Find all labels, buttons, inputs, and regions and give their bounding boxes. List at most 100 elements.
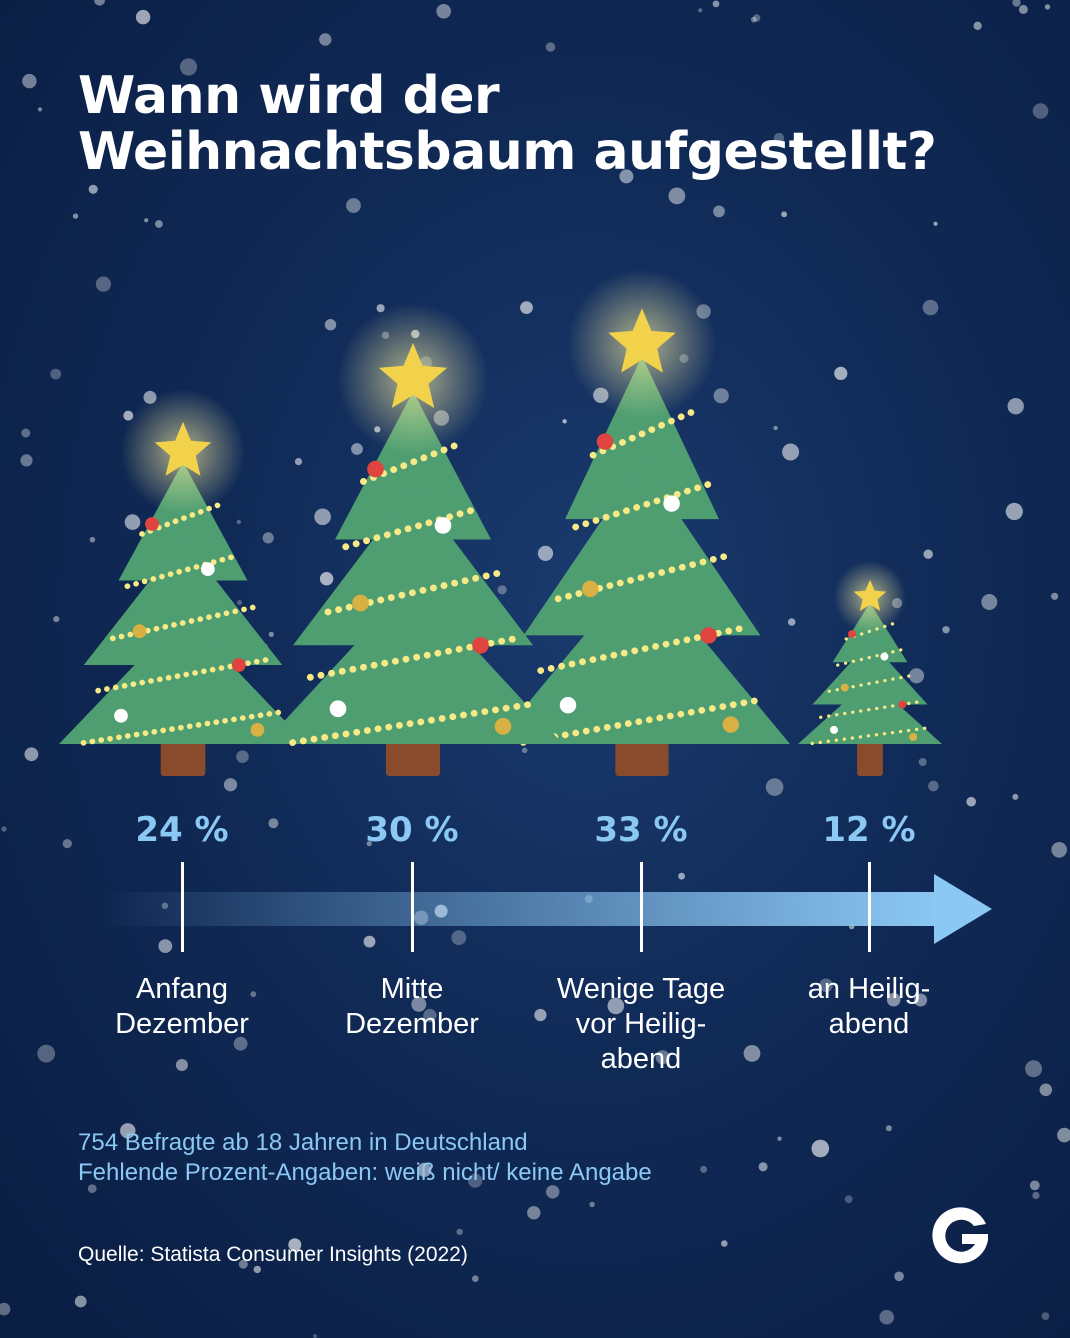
garland: [572, 480, 712, 531]
category-label-line: Mitte: [380, 973, 444, 1005]
snowflake: [712, 0, 720, 8]
snowflake: [894, 1271, 904, 1282]
snowflake: [520, 301, 533, 314]
snowflake: [782, 443, 800, 461]
tree-bar: [263, 303, 563, 776]
snowflake: [155, 220, 163, 228]
snowflake: [250, 991, 257, 998]
snowflake: [120, 1123, 136, 1139]
snowflake: [319, 572, 334, 586]
snowflake: [886, 992, 901, 1007]
snowflake: [346, 198, 361, 213]
g-logo: [932, 1207, 988, 1264]
timeline-tick: [181, 862, 184, 952]
category-label-line: Dezember: [115, 1008, 249, 1040]
snowflake: [72, 213, 79, 219]
snowflake: [981, 594, 998, 610]
page-title: Wann wird der Weihnachtsbaum aufgestellt…: [78, 66, 937, 180]
snowflake: [1012, 793, 1019, 800]
snowflake: [179, 58, 198, 76]
tree-trunk: [160, 742, 206, 776]
snowflake: [922, 299, 939, 316]
snowflake: [1051, 592, 1059, 600]
snowflake: [175, 1059, 188, 1071]
timeline-arrow-shaft: [100, 892, 938, 926]
snowflake: [773, 132, 785, 144]
star-icon: [608, 308, 676, 373]
ornament: [840, 683, 849, 692]
garland: [124, 552, 242, 590]
snowflake: [966, 796, 976, 807]
snowflake: [781, 211, 787, 218]
snowflake: [928, 780, 939, 792]
title-line-1: Wann wird der: [78, 66, 500, 126]
snowflake: [233, 1036, 248, 1051]
snowflake: [527, 1206, 541, 1220]
snowflake: [1044, 4, 1051, 10]
tree-tier: [494, 565, 790, 744]
snowflake: [124, 514, 141, 530]
snowflake: [21, 428, 31, 438]
snowflake: [1029, 1180, 1040, 1191]
snowflake: [62, 839, 72, 849]
snowflake: [94, 0, 105, 6]
garland: [139, 500, 227, 537]
snowflake: [135, 9, 151, 25]
snowflake: [787, 618, 796, 626]
snowflake: [1005, 502, 1023, 521]
timeline-tick: [868, 862, 871, 952]
snowflake: [294, 458, 303, 466]
garland: [289, 700, 537, 746]
ornament: [329, 700, 347, 718]
snowflake: [366, 841, 372, 847]
ornament: [830, 725, 838, 734]
snowflake: [436, 4, 452, 19]
snowflake: [319, 33, 332, 46]
snowflake: [95, 276, 111, 292]
snowflake: [89, 536, 96, 543]
ornament: [367, 460, 384, 478]
snowflake: [472, 1275, 479, 1282]
snowflake: [324, 319, 337, 331]
tree-trunk: [615, 742, 669, 776]
value-label: 33 %: [594, 810, 688, 850]
snowflake: [20, 454, 33, 467]
tree-tier: [59, 614, 307, 744]
snowflake: [743, 1045, 761, 1062]
ornament: [581, 580, 599, 598]
snowflake: [417, 1162, 432, 1177]
ornament: [880, 652, 889, 661]
ornament: [700, 627, 717, 644]
snowflake: [562, 419, 567, 424]
snowflake: [918, 758, 927, 766]
value-label: 30 %: [365, 810, 459, 850]
snowflake: [1057, 1127, 1070, 1143]
category-label-line: abend: [600, 1043, 682, 1075]
snowflake: [753, 14, 761, 22]
snowflake: [363, 935, 376, 948]
snowflake: [0, 1302, 11, 1316]
category-label-line: Anfang: [136, 973, 228, 1005]
snowflake: [777, 1136, 782, 1141]
snowflake: [607, 997, 625, 1015]
snowflake: [351, 443, 363, 455]
snowflake: [423, 1008, 437, 1023]
tree-bar: [798, 560, 942, 776]
garland: [827, 674, 913, 693]
snowflake: [411, 996, 427, 1012]
snowflake: [700, 1165, 708, 1173]
snowflake: [879, 1309, 894, 1325]
snowflake: [1007, 398, 1024, 415]
ornament: [145, 517, 159, 531]
snowflake: [619, 169, 634, 184]
snowflake: [268, 631, 274, 638]
snowflake: [942, 626, 950, 634]
note-line: 754 Befragte ab 18 Jahren in Deutschland: [78, 1129, 528, 1156]
garland: [810, 726, 930, 746]
category-label-line: an Heilig-: [807, 973, 931, 1005]
snowflake: [1032, 1191, 1040, 1199]
garland: [80, 709, 286, 746]
garland: [360, 439, 466, 485]
value-label: 24 %: [135, 810, 229, 850]
snowflake: [238, 1259, 248, 1269]
